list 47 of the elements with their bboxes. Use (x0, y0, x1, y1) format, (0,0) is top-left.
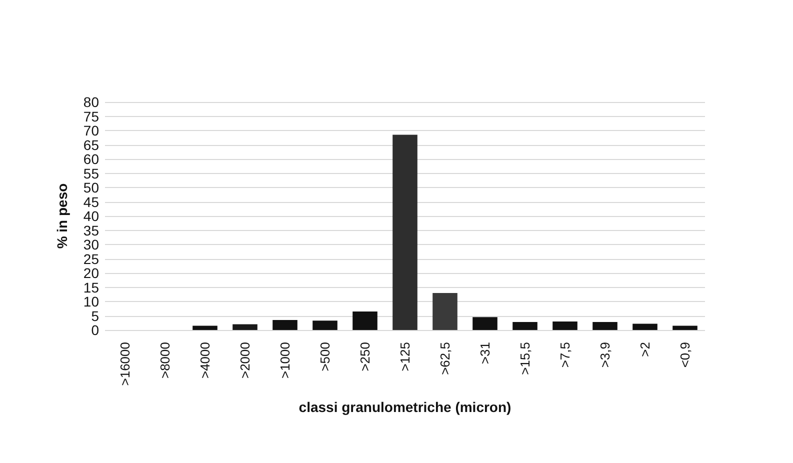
y-tick-label: 5 (91, 308, 100, 324)
x-tick-label: >500 (318, 342, 332, 372)
bar (192, 326, 218, 330)
x-tick-label: >4000 (198, 342, 212, 379)
bar (272, 320, 298, 330)
x-tick-label: >31 (478, 342, 492, 364)
y-tick-label: 45 (83, 194, 100, 210)
x-tick-label: >1000 (278, 342, 292, 379)
bar (432, 292, 458, 330)
x-tick-label: >2000 (238, 342, 252, 379)
y-tick-label: 25 (83, 250, 100, 267)
bar (472, 317, 498, 330)
y-tick-label: 35 (83, 222, 100, 238)
bar (672, 326, 698, 330)
x-tick-label: <0,9 (678, 342, 692, 368)
bar (632, 324, 658, 330)
bar (352, 311, 378, 330)
y-tick-label: 80 (83, 94, 100, 110)
y-tick-label: 30 (83, 236, 100, 252)
x-tick-label: >125 (398, 342, 412, 372)
y-tick-label: 50 (83, 180, 100, 196)
y-tick-label: 15 (83, 279, 100, 296)
bar (592, 322, 618, 330)
y-tick-label: 0 (91, 322, 100, 338)
x-tick-label: >62,5 (438, 342, 452, 375)
y-tick-label: 60 (83, 151, 100, 167)
bar (232, 324, 258, 330)
x-tick-label: >250 (358, 342, 372, 372)
bar (392, 134, 418, 330)
x-tick-label: >3,9 (598, 342, 612, 368)
x-tick-label: >8000 (158, 342, 172, 379)
bar (512, 322, 538, 330)
y-axis-title: % in peso (54, 183, 70, 249)
x-tick-label: >7,5 (558, 342, 572, 368)
y-tick-label: 40 (83, 208, 100, 224)
y-tick-label: 70 (83, 122, 100, 138)
bar (312, 320, 338, 330)
x-axis-title: classi granulometriche (micron) (298, 399, 512, 415)
bar (552, 321, 578, 330)
y-tick-label: 65 (83, 136, 100, 153)
y-tick-label: 75 (83, 108, 100, 124)
y-tick-label: 10 (83, 294, 100, 310)
y-tick-label: 55 (83, 165, 100, 182)
x-tick-label: >15,5 (518, 342, 532, 375)
x-tick-label: >2 (638, 342, 652, 357)
y-tick-label: 20 (83, 265, 100, 281)
x-tick-label: >16000 (118, 342, 132, 386)
